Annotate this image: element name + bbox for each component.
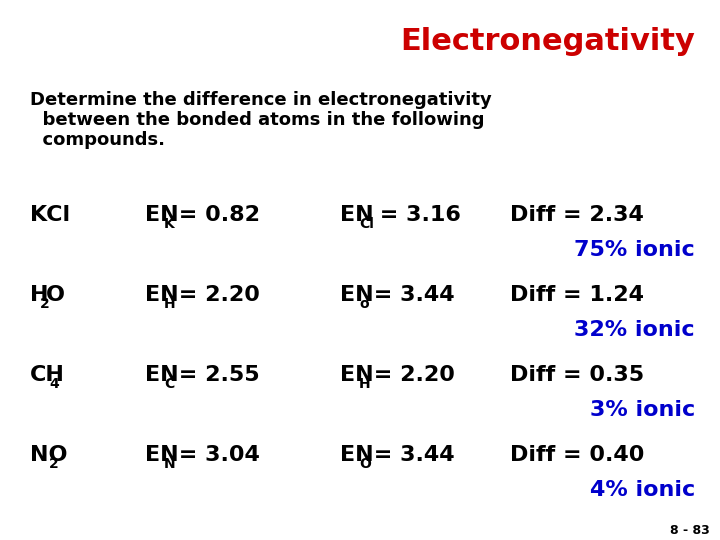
Text: = 2.20: = 2.20 xyxy=(171,285,260,305)
Text: EN: EN xyxy=(340,205,374,225)
Text: Diff = 1.24: Diff = 1.24 xyxy=(510,285,644,305)
Text: 75% ionic: 75% ionic xyxy=(575,240,695,260)
Text: Diff = 0.35: Diff = 0.35 xyxy=(510,365,644,385)
Text: O: O xyxy=(45,285,65,305)
Text: H: H xyxy=(164,297,176,311)
Text: = 3.44: = 3.44 xyxy=(366,445,455,465)
Text: = 3.04: = 3.04 xyxy=(171,445,260,465)
Text: = 2.55: = 2.55 xyxy=(171,365,260,385)
Text: C: C xyxy=(164,377,174,391)
Text: 2: 2 xyxy=(40,297,50,311)
Text: = 2.20: = 2.20 xyxy=(366,365,455,385)
Text: = 3.16: = 3.16 xyxy=(372,205,461,225)
Text: N: N xyxy=(164,457,176,471)
Text: Cl: Cl xyxy=(359,217,374,231)
Text: between the bonded atoms in the following: between the bonded atoms in the followin… xyxy=(30,111,485,129)
Text: Diff = 2.34: Diff = 2.34 xyxy=(510,205,644,225)
Text: 4: 4 xyxy=(49,377,59,391)
Text: EN: EN xyxy=(145,365,179,385)
Text: Electronegativity: Electronegativity xyxy=(400,28,695,57)
Text: 3% ionic: 3% ionic xyxy=(590,400,695,420)
Text: EN: EN xyxy=(340,445,374,465)
Text: NO: NO xyxy=(30,445,68,465)
Text: EN: EN xyxy=(145,445,179,465)
Text: EN: EN xyxy=(340,285,374,305)
Text: K: K xyxy=(164,217,175,231)
Text: = 0.82: = 0.82 xyxy=(171,205,260,225)
Text: H: H xyxy=(359,377,371,391)
Text: H: H xyxy=(30,285,48,305)
Text: = 3.44: = 3.44 xyxy=(366,285,455,305)
Text: Diff = 0.40: Diff = 0.40 xyxy=(510,445,644,465)
Text: 8 - 83: 8 - 83 xyxy=(670,523,710,537)
Text: compounds.: compounds. xyxy=(30,131,165,149)
Text: EN: EN xyxy=(145,285,179,305)
Text: O: O xyxy=(359,457,371,471)
Text: 32% ionic: 32% ionic xyxy=(575,320,695,340)
Text: EN: EN xyxy=(145,205,179,225)
Text: EN: EN xyxy=(340,365,374,385)
Text: o: o xyxy=(359,297,369,311)
Text: 2: 2 xyxy=(49,457,59,471)
Text: CH: CH xyxy=(30,365,65,385)
Text: Determine the difference in electronegativity: Determine the difference in electronegat… xyxy=(30,91,492,109)
Text: 4% ionic: 4% ionic xyxy=(590,480,695,500)
Text: KCl: KCl xyxy=(30,205,70,225)
